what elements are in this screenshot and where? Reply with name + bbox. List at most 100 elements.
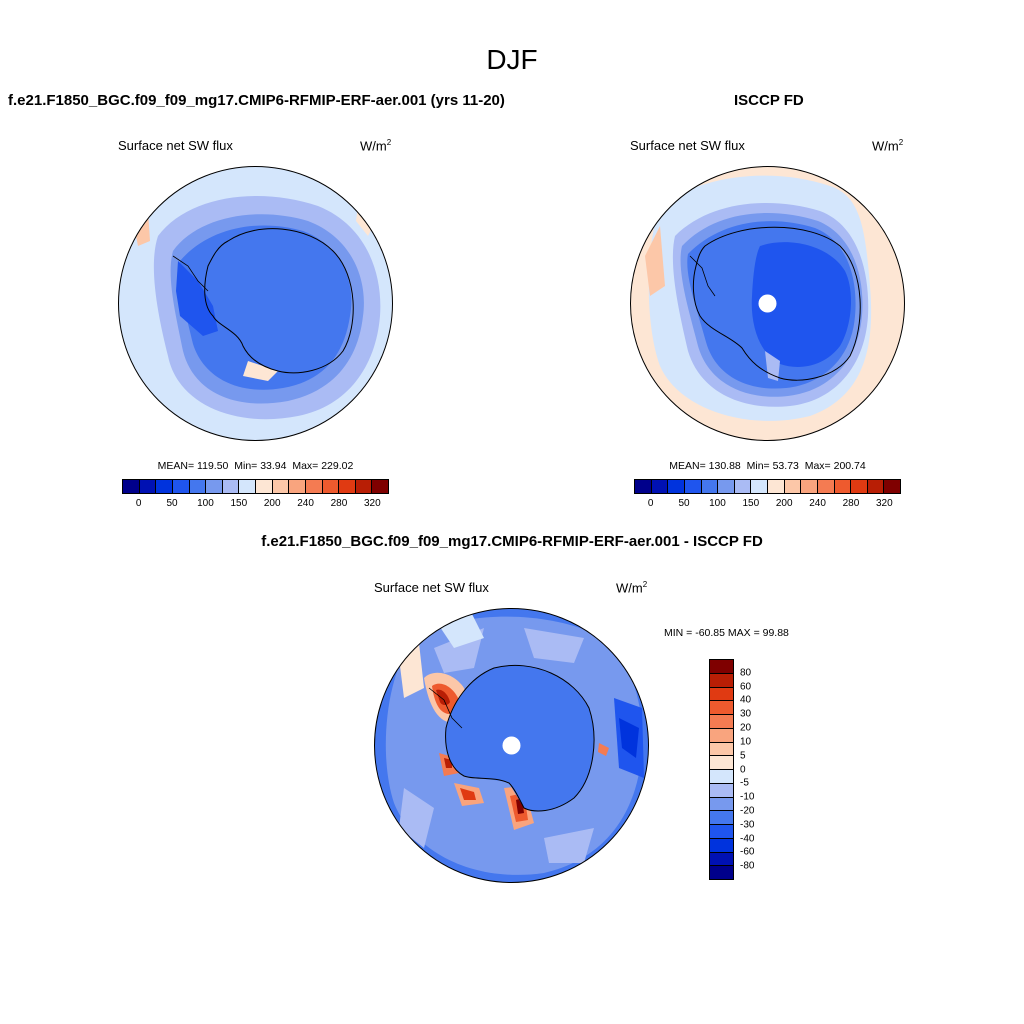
panel3-colorbar-swatch-1 xyxy=(710,673,733,688)
panel2-variable-label: Surface net SW flux xyxy=(630,138,745,153)
panel1-colorbar-swatch-11 xyxy=(305,480,323,493)
main-title: DJF xyxy=(486,44,538,75)
panel2-colorbar-swatch-3 xyxy=(684,480,702,493)
panel3-colorbar-tick-label: -10 xyxy=(740,791,755,803)
panel3-colorbar-swatch-14 xyxy=(710,852,733,867)
panel2-colorbar-swatch-11 xyxy=(817,480,835,493)
panel3-colorbar-tick-label: 30 xyxy=(740,708,752,720)
panel2-colorbar-swatch-7 xyxy=(751,480,768,493)
panel2-colorbar-swatch-1 xyxy=(651,480,669,493)
panel2-colorbar-tick-label: 150 xyxy=(742,498,760,509)
panel2-colorbar-swatch-4 xyxy=(701,480,719,493)
panel3-colorbar-tick-label: 10 xyxy=(740,736,752,748)
panel2-colorbar-tick-label: 240 xyxy=(809,498,826,509)
panel3-colorbar-tick-label: 80 xyxy=(740,667,752,679)
panel2-colorbar-tick-label: 0 xyxy=(647,498,654,509)
panel2-colorbar-tick-label: 200 xyxy=(775,498,793,509)
panel3-colorbar-swatch-2 xyxy=(710,687,733,702)
panel2-colorbar-swatch-5 xyxy=(718,480,735,493)
panel1-colorbar-swatch-0 xyxy=(123,480,140,493)
panel2-colorbar-swatch-6 xyxy=(734,480,752,493)
panel1-colorbar-tick-label: 240 xyxy=(297,498,314,509)
panel2-colorbar xyxy=(634,479,901,494)
panel3-colorbar-tick-label: -80 xyxy=(740,860,755,872)
panel2-units-label: W/m2 xyxy=(872,138,904,154)
panel2-colorbar-swatch-10 xyxy=(801,480,818,493)
panel3-variable-label: Surface net SW flux xyxy=(374,580,489,595)
panel2-colorbar-tick-label: 50 xyxy=(678,498,690,509)
panel1-colorbar-swatch-9 xyxy=(272,480,290,493)
panel3-colorbar-tick-label: -30 xyxy=(740,819,755,831)
panel2-colorbar-swatch-14 xyxy=(867,480,885,493)
panel3-colorbar-tick-label: -60 xyxy=(740,846,755,858)
panel3-colorbar-swatch-4 xyxy=(710,715,733,729)
panel3-polar-map xyxy=(374,608,649,883)
panel1-colorbar-swatch-1 xyxy=(139,480,157,493)
panel1-colorbar-swatch-15 xyxy=(372,480,388,493)
panel1-colorbar-tick-label: 280 xyxy=(330,498,348,509)
panel2-colorbar-swatch-9 xyxy=(784,480,802,493)
panel2-colorbar-swatch-15 xyxy=(884,480,900,493)
panel3-colorbar xyxy=(709,659,734,880)
panel3-colorbar-tick-label: 60 xyxy=(740,681,752,693)
panel3-colorbar-tick-label: 5 xyxy=(740,750,746,762)
panel2-colorbar-swatch-8 xyxy=(768,480,785,493)
panel1-colorbar xyxy=(122,479,389,494)
panel1-colorbar-swatch-7 xyxy=(239,480,256,493)
panel3-colorbar-tick-label: -5 xyxy=(740,777,749,789)
panel3-colorbar-tick-label: -20 xyxy=(740,805,755,817)
panel3-colorbar-swatch-10 xyxy=(710,797,733,812)
panel3-colorbar-swatch-15 xyxy=(710,866,733,879)
panel1-colorbar-swatch-14 xyxy=(355,480,373,493)
panel3-colorbar-swatch-12 xyxy=(710,825,733,839)
panel3-colorbar-swatch-9 xyxy=(710,783,733,798)
panel1-colorbar-swatch-12 xyxy=(322,480,340,493)
panel3-colorbar-ticks: 80 60 40 30 20 10 5 0 -5 -10 -20 -30 -40 -60 -80 xyxy=(740,659,780,880)
panel1-colorbar-tick-label: 50 xyxy=(166,498,178,509)
panel2-title: ISCCP FD xyxy=(734,92,804,109)
panel3-colorbar-tick-label: 40 xyxy=(740,694,752,706)
panel1-colorbar-swatch-13 xyxy=(339,480,356,493)
panel3-colorbar-swatch-3 xyxy=(710,701,733,715)
panel1-colorbar-tick-label: 0 xyxy=(135,498,142,509)
panel1-colorbar-ticks: 0 50 100 150 200 240 280 320 xyxy=(122,498,389,512)
panel1-polar-map xyxy=(118,166,393,441)
panel3-colorbar-swatch-0 xyxy=(710,660,733,674)
panel2-colorbar-swatch-2 xyxy=(668,480,685,493)
panel1-variable-label: Surface net SW flux xyxy=(118,138,233,153)
panel3-colorbar-tick-label: 20 xyxy=(740,722,752,734)
panel1-colorbar-swatch-10 xyxy=(289,480,306,493)
panel2-colorbar-swatch-12 xyxy=(834,480,852,493)
panel2-polar-map xyxy=(630,166,905,441)
panel1-colorbar-tick-label: 100 xyxy=(197,498,214,509)
panel2-colorbar-swatch-0 xyxy=(635,480,652,493)
panel1-stats: MEAN= 119.50 Min= 33.94 Max= 229.02 xyxy=(157,460,354,472)
panel3-colorbar-tick-label: -40 xyxy=(740,833,755,845)
panel3-colorbar-swatch-7 xyxy=(710,756,733,770)
panel1-colorbar-tick-label: 320 xyxy=(363,498,381,509)
panel2-stats: MEAN= 130.88 Min= 53.73 Max= 200.74 xyxy=(669,460,866,472)
panel3-colorbar-tick-label: 0 xyxy=(740,764,746,775)
panel3-units-label: W/m2 xyxy=(616,580,648,596)
panel1-colorbar-swatch-5 xyxy=(206,480,223,493)
panel2-colorbar-tick-label: 100 xyxy=(709,498,726,509)
panel1-colorbar-swatch-3 xyxy=(172,480,190,493)
panel1-colorbar-swatch-6 xyxy=(222,480,240,493)
panel1-colorbar-swatch-4 xyxy=(189,480,207,493)
panel2-colorbar-tick-label: 320 xyxy=(875,498,893,509)
panel1-title: f.e21.F1850_BGC.f09_f09_mg17.CMIP6-RFMIP… xyxy=(8,92,505,109)
panel1-colorbar-tick-label: 200 xyxy=(263,498,281,509)
panel2-colorbar-ticks: 0 50 100 150 200 240 280 320 xyxy=(634,498,901,512)
panel3-colorbar-swatch-6 xyxy=(710,742,733,757)
panel2-colorbar-tick-label: 280 xyxy=(842,498,860,509)
panel3-minmax-stats: MIN = -60.85 MAX = 99.88 xyxy=(664,627,789,639)
panel3-colorbar-swatch-8 xyxy=(710,770,733,784)
panel3-colorbar-swatch-13 xyxy=(710,838,733,853)
panel3-title: f.e21.F1850_BGC.f09_f09_mg17.CMIP6-RFMIP… xyxy=(261,533,763,550)
panel1-colorbar-swatch-8 xyxy=(256,480,273,493)
panel1-colorbar-tick-label: 150 xyxy=(230,498,248,509)
panel1-colorbar-swatch-2 xyxy=(156,480,173,493)
panel3-colorbar-swatch-5 xyxy=(710,728,733,743)
panel2-colorbar-swatch-13 xyxy=(851,480,868,493)
panel1-units-label: W/m2 xyxy=(360,138,392,154)
